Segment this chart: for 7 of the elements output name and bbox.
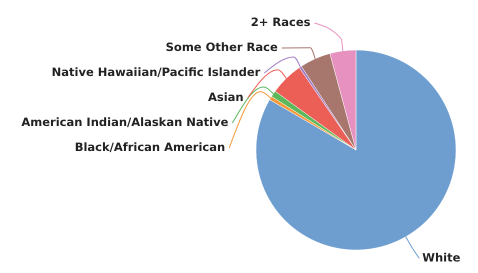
slice-label: Asian [208,90,244,104]
slice-label: 2+ Races [250,15,311,29]
slice-label: Native Hawaiian/Pacific Islander [52,65,261,79]
slice-label: Some Other Race [166,40,278,54]
slice-label: American Indian/Alaskan Native [21,115,229,129]
slice-label: White [422,250,461,264]
slice-label: Black/African American [74,140,226,154]
